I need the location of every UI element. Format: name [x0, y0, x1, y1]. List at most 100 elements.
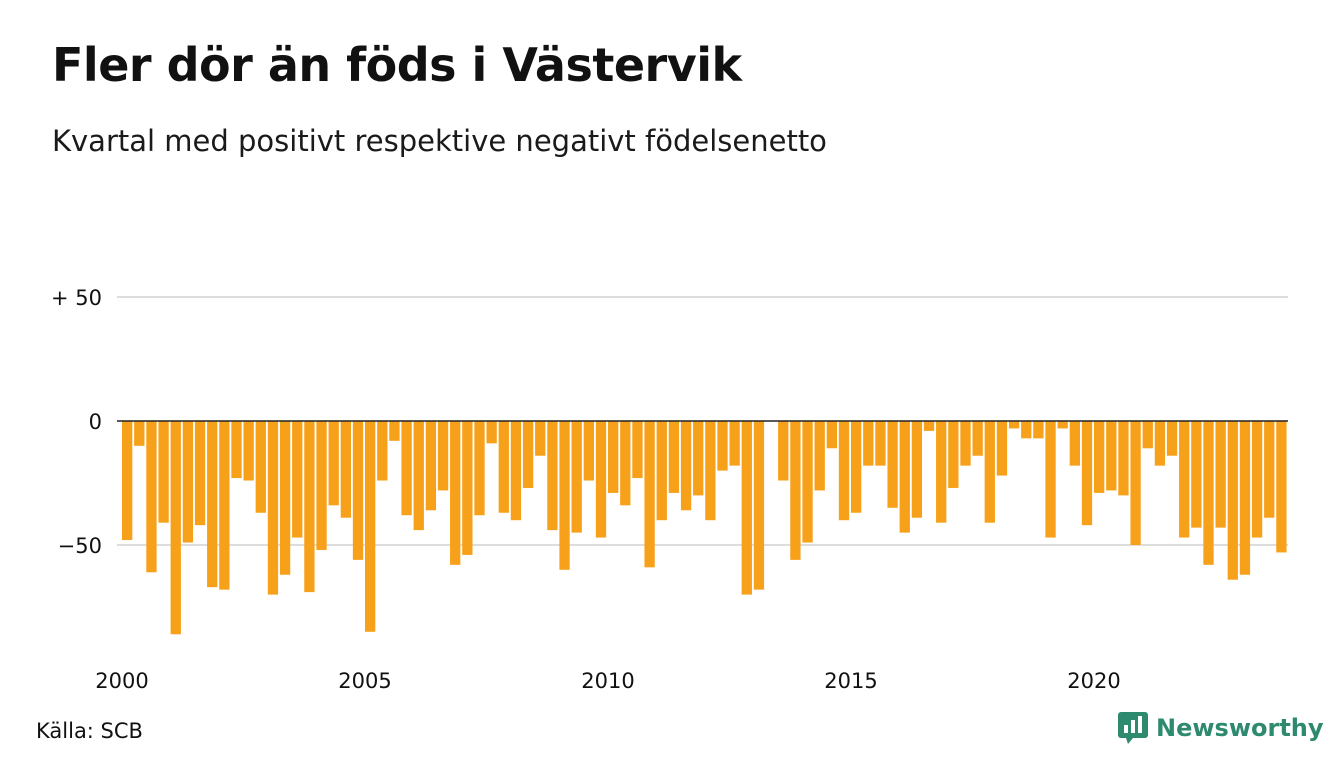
bar: [1179, 421, 1190, 538]
bar: [632, 421, 643, 479]
source-note: Källa: SCB: [36, 719, 143, 743]
bar: [304, 421, 315, 593]
bar: [814, 421, 825, 491]
bar: [1154, 421, 1166, 466]
bar: [851, 421, 862, 513]
newsworthy-logo-icon: [1118, 712, 1148, 744]
bar: [899, 421, 910, 533]
bar: [984, 421, 995, 523]
bar: [316, 421, 327, 550]
bar: [450, 421, 461, 565]
bar: [474, 421, 485, 516]
bar: [923, 421, 935, 431]
bar: [741, 421, 752, 595]
bar: [1130, 421, 1141, 545]
bar: [948, 421, 959, 488]
bar: [620, 421, 631, 506]
bar: [595, 421, 607, 538]
bar: [1069, 421, 1080, 466]
bar: [1118, 421, 1129, 496]
bar: [826, 421, 837, 449]
bar: [292, 421, 303, 538]
bar: [778, 421, 789, 481]
bar: [158, 421, 169, 523]
bar: [146, 421, 157, 573]
x-tick-label: 2015: [824, 669, 877, 693]
bar: [170, 421, 181, 635]
bar: [571, 421, 582, 533]
bar: [790, 421, 801, 560]
bar: [219, 421, 230, 590]
bar: [486, 421, 497, 444]
bar: [267, 421, 279, 595]
bar: [911, 421, 923, 518]
bar: [340, 421, 351, 518]
bar: [1264, 421, 1275, 518]
bar: [134, 421, 145, 446]
bar: [960, 421, 971, 466]
bar: [644, 421, 655, 568]
bar: [693, 421, 704, 496]
bar: [887, 421, 898, 508]
bar: [1239, 421, 1251, 575]
bar: [547, 421, 558, 531]
bar: [1142, 421, 1153, 449]
x-tick-label: 2020: [1067, 669, 1120, 693]
bar: [1251, 421, 1263, 538]
bar: [1094, 421, 1105, 493]
bar: [231, 421, 242, 479]
bar: [328, 421, 339, 506]
x-tick-label: 2010: [581, 669, 634, 693]
bar: [1227, 421, 1238, 580]
brand[interactable]: Newsworthy: [1118, 712, 1324, 744]
bar: [1106, 421, 1117, 491]
y-tick-label: + 50: [51, 286, 102, 310]
bar: [1033, 421, 1044, 439]
bars: [122, 421, 1287, 635]
y-axis-labels: + 50 0 −50: [51, 286, 102, 558]
bar: [401, 421, 412, 516]
bar: [1191, 421, 1202, 528]
y-tick-label: −50: [58, 534, 102, 558]
bar: [182, 421, 194, 543]
bar: [1057, 421, 1068, 429]
bar: [996, 421, 1008, 476]
bar: [122, 421, 133, 541]
bar: [510, 421, 522, 521]
bar: [425, 421, 437, 511]
bar: [1008, 421, 1020, 429]
bar: [352, 421, 364, 560]
y-tick-label: 0: [89, 410, 102, 434]
brand-name: Newsworthy: [1156, 714, 1324, 742]
bar: [1045, 421, 1056, 538]
bar: [1276, 421, 1287, 553]
bar: [705, 421, 716, 521]
bar: [875, 421, 886, 466]
bar: [583, 421, 594, 481]
bar: [656, 421, 667, 521]
bar: [498, 421, 509, 513]
bar: [559, 421, 570, 570]
bar: [522, 421, 534, 488]
bar: [462, 421, 473, 555]
chart-title: Fler dör än föds i Västervik: [52, 38, 742, 92]
bar: [1081, 421, 1093, 526]
bar: [365, 421, 376, 632]
chart-subtitle: Kvartal med positivt respektive negativt…: [52, 124, 827, 158]
bar: [802, 421, 813, 543]
bar: [243, 421, 254, 481]
bar: [668, 421, 680, 493]
bar: [389, 421, 400, 441]
bar: [437, 421, 449, 491]
bar: [255, 421, 266, 513]
bar: [279, 421, 291, 575]
x-axis-labels: 2000 2005 2010 2015 2020: [95, 669, 1120, 693]
bar: [535, 421, 546, 456]
bar: [1215, 421, 1226, 528]
bar: [377, 421, 388, 481]
bar: [936, 421, 947, 523]
bar: [753, 421, 765, 590]
bar: [729, 421, 740, 466]
bar: [838, 421, 850, 521]
